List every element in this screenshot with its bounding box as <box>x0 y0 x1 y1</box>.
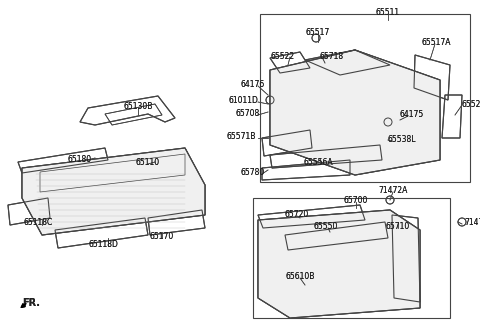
Bar <box>253 198 450 318</box>
Text: 65110: 65110 <box>136 158 160 167</box>
Text: 65180: 65180 <box>68 155 92 164</box>
Text: 71472A: 71472A <box>464 218 480 227</box>
Text: 65710: 65710 <box>386 222 410 231</box>
Text: 61011D: 61011D <box>228 96 258 105</box>
Polygon shape <box>270 50 440 175</box>
Text: 65130B: 65130B <box>123 102 153 111</box>
Text: 64176: 64176 <box>241 80 265 89</box>
Text: 65130B: 65130B <box>123 102 153 111</box>
Text: 65708: 65708 <box>236 109 260 118</box>
Text: 65571B: 65571B <box>226 132 256 141</box>
Text: 65550: 65550 <box>314 222 338 231</box>
Text: 65118D: 65118D <box>88 240 118 249</box>
Text: 65700: 65700 <box>344 196 368 205</box>
Text: FR.: FR. <box>22 298 40 308</box>
Text: 65511: 65511 <box>376 8 400 17</box>
Text: 65780: 65780 <box>241 168 265 177</box>
Text: 65511: 65511 <box>376 8 400 17</box>
Text: 65718: 65718 <box>320 52 344 61</box>
Text: 65170: 65170 <box>150 232 174 241</box>
Text: 65522: 65522 <box>271 52 295 61</box>
Text: 65110: 65110 <box>136 158 160 167</box>
Text: 65522: 65522 <box>271 52 295 61</box>
Text: 65118C: 65118C <box>24 218 53 227</box>
Text: 71472A: 71472A <box>378 186 408 195</box>
Text: 65521: 65521 <box>462 100 480 109</box>
Text: 71472A: 71472A <box>378 186 408 195</box>
Text: 65538L: 65538L <box>388 135 417 144</box>
Text: 65720: 65720 <box>285 210 309 219</box>
Polygon shape <box>22 148 205 235</box>
Text: 65118C: 65118C <box>24 218 53 227</box>
Text: 65521: 65521 <box>462 100 480 109</box>
Polygon shape <box>258 210 420 318</box>
Text: 65170: 65170 <box>150 232 174 241</box>
Text: 65538L: 65538L <box>388 135 417 144</box>
Text: 65517: 65517 <box>306 28 330 37</box>
Text: 65556A: 65556A <box>303 158 333 167</box>
Bar <box>260 14 470 182</box>
Text: 65720: 65720 <box>285 210 309 219</box>
Text: 65180: 65180 <box>68 155 92 164</box>
Text: 65517A: 65517A <box>422 38 452 47</box>
Text: FR.: FR. <box>22 298 40 308</box>
Text: 65517: 65517 <box>306 28 330 37</box>
Text: 65517A: 65517A <box>422 38 452 47</box>
Text: 64175: 64175 <box>400 110 424 119</box>
Text: 64176: 64176 <box>241 80 265 89</box>
Text: 65610B: 65610B <box>285 272 315 281</box>
Text: 65710: 65710 <box>386 222 410 231</box>
Text: 65118D: 65118D <box>88 240 118 249</box>
Text: 61011D: 61011D <box>228 96 258 105</box>
Text: 65571B: 65571B <box>226 132 256 141</box>
Text: 65708: 65708 <box>236 109 260 118</box>
Text: 71472A: 71472A <box>464 218 480 227</box>
Text: 65550: 65550 <box>314 222 338 231</box>
Text: 65556A: 65556A <box>303 158 333 167</box>
Text: 64175: 64175 <box>400 110 424 119</box>
Text: 65610B: 65610B <box>285 272 315 281</box>
Text: 65780: 65780 <box>241 168 265 177</box>
Text: 65700: 65700 <box>344 196 368 205</box>
Text: 65718: 65718 <box>320 52 344 61</box>
